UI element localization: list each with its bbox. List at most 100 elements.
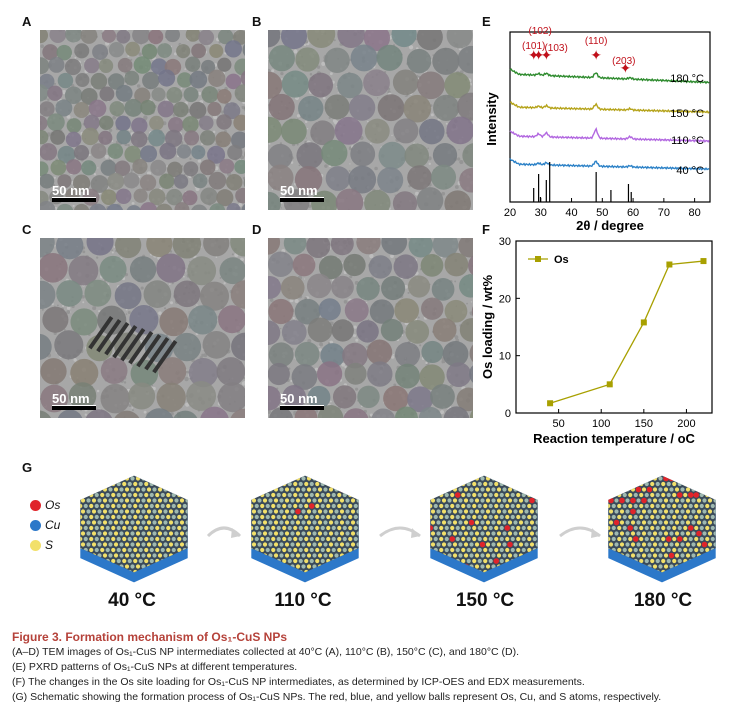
lattice-atom <box>722 537 726 541</box>
lattice-atom <box>518 531 524 536</box>
lattice-atom <box>423 504 427 508</box>
lattice-atom <box>284 498 290 503</box>
lattice-atom <box>105 492 110 498</box>
lattice-atom <box>598 520 602 524</box>
lattice-atom <box>80 514 83 520</box>
lattice-atom <box>348 536 353 542</box>
lattice-atom <box>163 487 168 492</box>
lattice-atom <box>334 509 339 514</box>
lattice-atom <box>168 531 174 536</box>
lattice-atom <box>444 492 449 498</box>
lattice-atom <box>603 531 607 535</box>
lattice-atom <box>171 547 176 553</box>
lattice-atom <box>609 575 613 579</box>
lattice-atom <box>105 536 110 542</box>
lattice-atom <box>658 542 663 547</box>
lattice-atom <box>650 525 655 531</box>
lattice-atom <box>650 547 655 553</box>
lattice-atom <box>146 476 152 481</box>
os-atom <box>499 462 505 465</box>
lattice-atom <box>73 462 77 464</box>
lattice-atom <box>100 481 105 487</box>
lattice-atom <box>505 514 510 520</box>
lattice-atom <box>315 471 319 475</box>
lattice-atom <box>622 481 627 487</box>
lattice-atom <box>652 498 658 503</box>
lattice-atom <box>680 542 685 547</box>
lattice-atom <box>331 536 336 542</box>
lattice-atom <box>499 525 504 531</box>
lattice-atom <box>244 504 248 508</box>
lattice-atom <box>608 520 614 525</box>
lattice-atom <box>625 465 629 469</box>
lattice-atom <box>672 514 677 520</box>
lattice-atom <box>674 520 680 525</box>
lattice-atom <box>529 531 535 536</box>
lattice-atom <box>677 525 682 531</box>
lattice-atom <box>598 564 602 568</box>
scale-bar <box>52 405 96 410</box>
lattice-atom <box>89 471 93 475</box>
legend-os: Os <box>30 498 60 512</box>
lattice-atom <box>469 498 474 503</box>
lattice-atom <box>691 509 696 514</box>
pxrd-curve <box>509 126 710 143</box>
lattice-atom <box>694 471 698 475</box>
lattice-atom <box>619 476 625 481</box>
lattice-atom <box>331 525 336 531</box>
lattice-atom <box>496 509 502 514</box>
lattice-atom <box>268 465 272 469</box>
lattice-atom <box>469 465 473 469</box>
lattice-atom <box>710 536 715 542</box>
lattice-atom <box>420 564 424 568</box>
lattice-atom <box>499 536 504 542</box>
lattice-atom <box>317 487 323 492</box>
lattice-atom <box>139 471 143 475</box>
lattice-atom <box>622 569 627 573</box>
lattice-atom <box>538 504 542 508</box>
lattice-atom <box>108 476 113 481</box>
lattice-atom <box>128 471 132 475</box>
lattice-atom <box>719 487 723 491</box>
lattice-atom <box>472 462 476 464</box>
lattice-atom <box>716 559 720 563</box>
lattice-atom <box>152 553 157 558</box>
lattice-atom <box>458 465 462 469</box>
panel-label-a: A <box>22 14 32 29</box>
lattice-atom <box>433 481 438 487</box>
lattice-atom <box>146 542 152 547</box>
lattice-atom <box>617 492 622 498</box>
lattice-atom <box>135 564 141 569</box>
lattice-atom <box>149 481 154 487</box>
lattice-atom <box>274 575 278 579</box>
lattice-atom <box>116 503 121 509</box>
lattice-atom <box>524 476 529 481</box>
lattice-atom <box>710 525 715 531</box>
lattice-atom <box>86 509 91 514</box>
lattice-atom <box>516 471 520 475</box>
lattice-atom <box>97 487 102 492</box>
lattice-atom <box>650 481 655 487</box>
lattice-atom <box>433 536 438 542</box>
lattice-atom <box>70 487 74 491</box>
lattice-atom <box>122 581 126 585</box>
lattice-atom <box>658 553 663 558</box>
lattice-atom <box>293 581 297 585</box>
lattice-atom <box>455 536 460 542</box>
lattice-atom <box>133 462 137 464</box>
lattice-atom <box>628 581 632 585</box>
lattice-atom <box>334 542 339 547</box>
lattice-atom <box>513 487 518 492</box>
lattice-atom <box>185 531 188 536</box>
os-atom <box>449 536 456 542</box>
lattice-atom <box>452 520 458 525</box>
lattice-atom <box>326 547 331 553</box>
plot-frame <box>515 240 713 414</box>
lattice-atom <box>312 509 317 514</box>
lattice-atom <box>502 498 507 503</box>
lattice-atom <box>485 487 491 492</box>
lattice-atom <box>177 581 181 585</box>
lattice-atom <box>298 503 303 509</box>
lattice-atom <box>262 542 268 547</box>
lattice-atom <box>271 547 276 553</box>
